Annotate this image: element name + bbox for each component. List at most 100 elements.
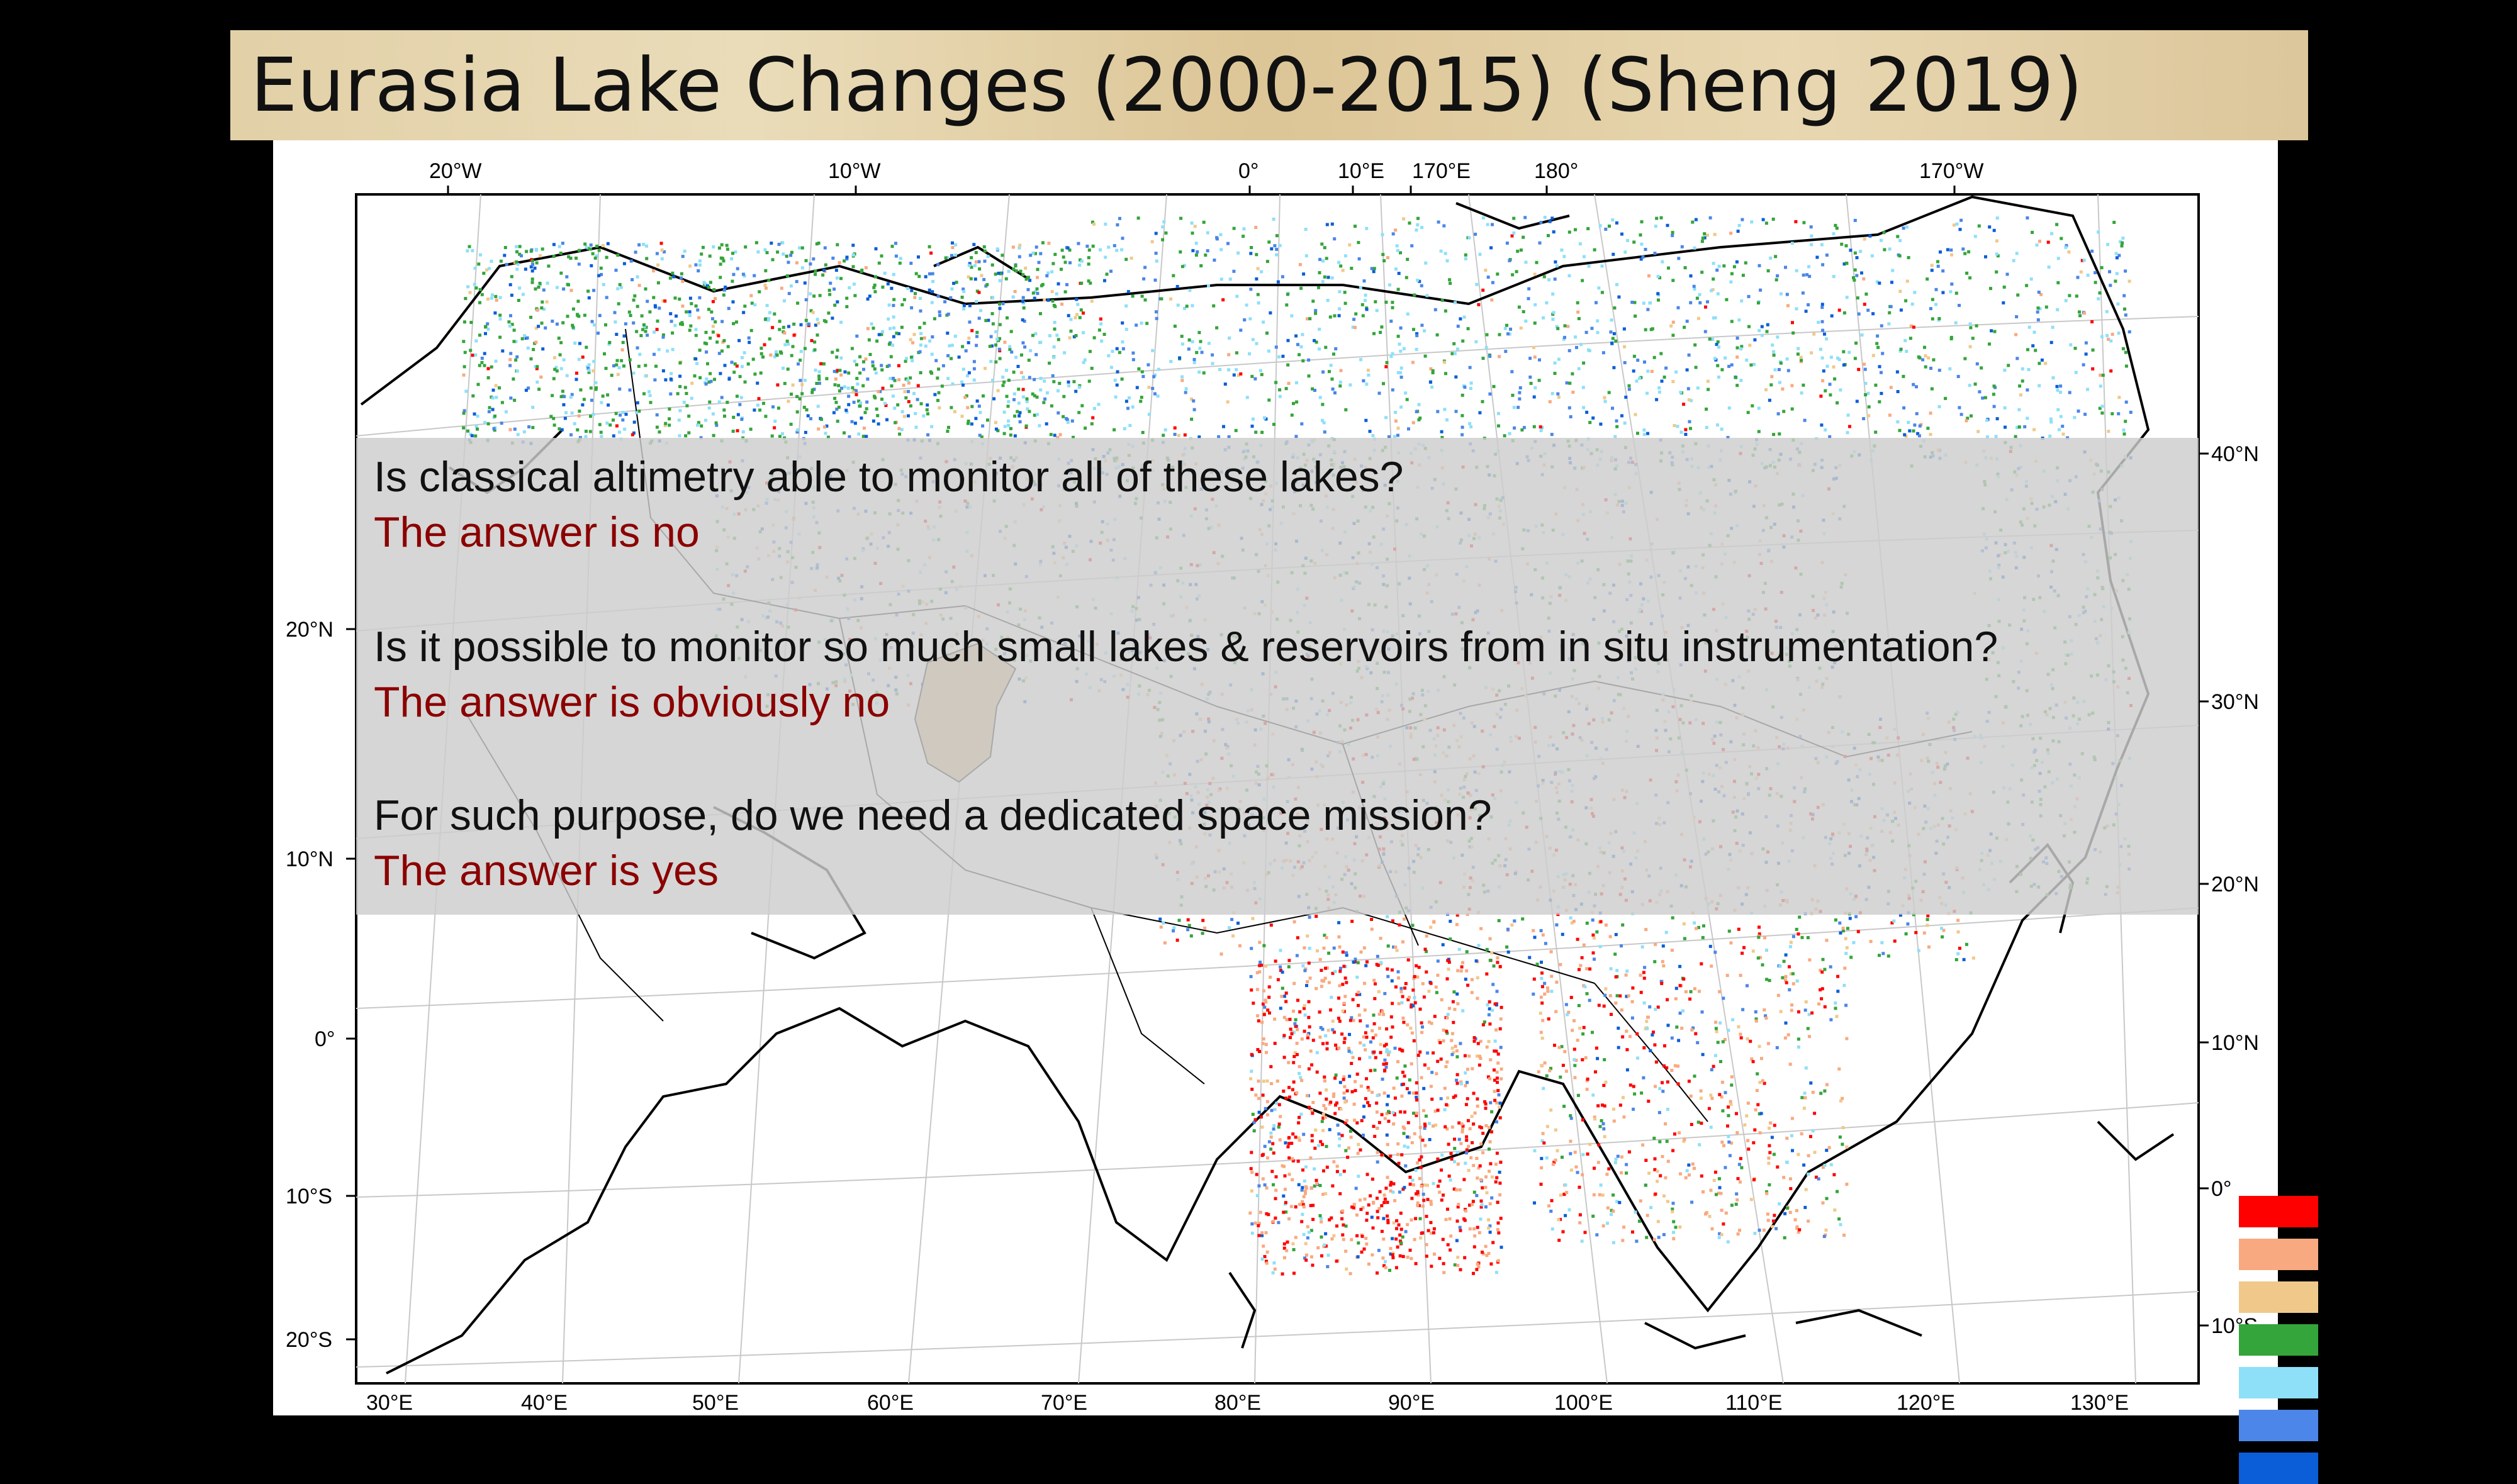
lake-dot <box>1931 298 1934 301</box>
lake-dot <box>1620 232 1623 236</box>
lake-dot <box>1051 374 1055 377</box>
lake-dot <box>616 287 620 291</box>
lake-dot <box>1614 933 1618 937</box>
lake-dot <box>1506 332 1510 336</box>
lake-dot <box>1604 227 1608 231</box>
lake-dot <box>968 304 972 308</box>
lake-dot <box>627 310 631 314</box>
lake-dot <box>1968 276 1972 280</box>
lake-dot <box>782 325 785 329</box>
lake-dot <box>839 277 843 281</box>
lake-dot <box>1685 320 1689 323</box>
lake-dot <box>1185 304 1189 308</box>
lake-dot <box>1250 425 1254 428</box>
lake-dot <box>1298 353 1301 357</box>
lake-dot <box>1396 287 1400 291</box>
lake-dot <box>1399 251 1402 255</box>
lake-dot <box>813 348 817 352</box>
lake-dot <box>799 350 803 354</box>
lake-dot <box>1191 340 1194 343</box>
lake-dot <box>1623 421 1627 425</box>
lake-dot <box>1478 252 1482 256</box>
lake-dot <box>828 293 832 296</box>
lake-dot <box>540 321 544 325</box>
lake-dot <box>1595 930 1599 934</box>
lake-dot <box>600 435 603 438</box>
lake-dot <box>1802 273 1805 277</box>
lake-dot <box>1932 358 1936 362</box>
lake-dot <box>905 357 908 360</box>
lake-dot <box>855 393 858 396</box>
lake-dot <box>1807 265 1811 269</box>
lake-dot <box>741 430 745 434</box>
lake-dot <box>1045 274 1049 277</box>
lake-dot <box>1128 396 1131 399</box>
lake-dot <box>1729 280 1733 284</box>
lake-dot <box>1445 259 1449 263</box>
lake-dot <box>913 296 917 299</box>
lake-dot <box>1735 346 1739 350</box>
lake-dot <box>1655 216 1659 220</box>
lake-dot <box>592 360 596 363</box>
lake-dot <box>855 389 858 393</box>
lake-dot <box>1567 274 1571 277</box>
lake-dot <box>727 306 731 310</box>
lake-dot <box>1498 355 1501 359</box>
lake-dot <box>523 334 527 338</box>
lake-dot <box>858 371 862 375</box>
lake-dot <box>678 298 681 301</box>
lake-dot <box>1576 301 1579 304</box>
lake-dot <box>618 282 622 286</box>
lake-dot <box>1074 316 1077 320</box>
lake-dot <box>1440 430 1443 433</box>
lake-dot <box>897 378 901 382</box>
lake-dot <box>1624 395 1628 399</box>
lake-dot <box>2100 411 2104 415</box>
lake-dot <box>621 340 625 344</box>
lake-dot <box>1464 253 1467 257</box>
lake-dot <box>936 399 939 403</box>
lake-dot <box>1435 333 1439 337</box>
lake-dot <box>972 243 976 247</box>
lake-dot <box>581 403 585 407</box>
lake-dot <box>595 254 598 258</box>
lake-dot <box>776 406 780 410</box>
lake-dot <box>749 427 753 431</box>
lake-dot <box>2115 256 2119 260</box>
lake-dot <box>498 317 502 321</box>
lake-dot <box>1976 430 1980 433</box>
lake-dot <box>809 309 813 313</box>
lake-dot <box>1113 378 1117 382</box>
lake-dot <box>1251 338 1255 342</box>
lake-dot <box>1527 297 1530 301</box>
lake-dot <box>862 367 865 371</box>
lake-dot <box>1137 367 1141 371</box>
lake-dot <box>1060 248 1064 252</box>
lake-dot <box>1727 406 1731 410</box>
lake-dot <box>1521 917 1525 921</box>
lake-dot <box>822 269 826 272</box>
lake-dot <box>2127 279 2131 283</box>
lake-dot <box>1028 279 1032 282</box>
lake-dot <box>1676 306 1680 310</box>
lake-dot <box>737 338 741 342</box>
lake-dot <box>1821 263 1825 267</box>
lake-dot <box>1370 918 1374 921</box>
lake-dot <box>1782 410 1786 413</box>
lake-dot <box>1779 361 1783 365</box>
lake-dot <box>1965 271 1969 275</box>
lake-dot <box>1533 355 1537 359</box>
lake-dot <box>1004 277 1008 281</box>
lake-dot <box>2109 369 2113 373</box>
lake-dot <box>648 394 652 398</box>
lake-dot <box>1882 231 1886 235</box>
lake-dot <box>1325 257 1328 260</box>
lake-dot <box>813 340 817 344</box>
lake-dot <box>818 294 822 298</box>
lake-dot <box>2038 384 2041 388</box>
lake-dot <box>817 374 821 378</box>
lake-dot <box>2100 266 2104 269</box>
lake-dot <box>1971 956 1975 960</box>
lake-dot <box>1351 325 1355 329</box>
lake-dot <box>1701 237 1705 240</box>
